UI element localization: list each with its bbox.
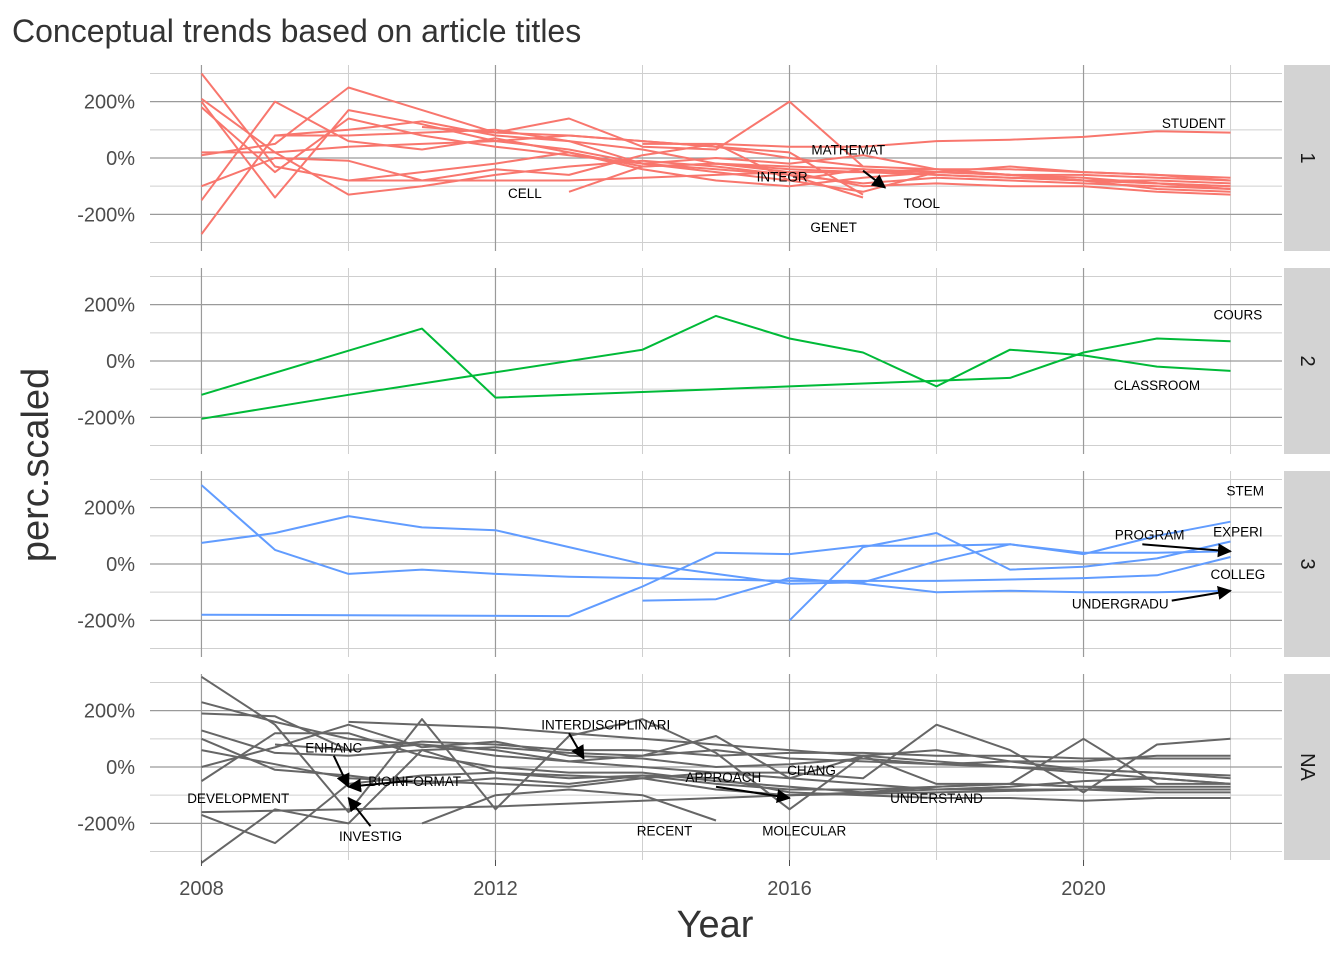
series-line xyxy=(201,723,1231,780)
y-tick-label: 0% xyxy=(106,554,135,576)
series-line xyxy=(201,142,1231,193)
facet-strip-1 xyxy=(1284,65,1330,251)
y-tick-label: 0% xyxy=(106,148,135,170)
series-line xyxy=(274,735,1231,780)
annotation-label: BIOINFORMAT xyxy=(368,774,461,789)
series-line xyxy=(201,749,1231,797)
annotation-label: CELL xyxy=(508,186,542,201)
annotation-label: MOLECULAR xyxy=(762,823,846,838)
series-line xyxy=(642,130,1231,148)
series-line xyxy=(348,168,1231,182)
y-tick-label: 200% xyxy=(84,92,135,114)
annotation-label: COURS xyxy=(1214,308,1263,323)
series-line xyxy=(200,97,1231,196)
series-line xyxy=(201,86,1231,188)
annotation-label: GENET xyxy=(810,220,857,235)
annotation-label: ENHANC xyxy=(305,740,362,755)
x-tick-label: 2012 xyxy=(473,878,518,900)
annotation-label: CLASSROOM xyxy=(1114,378,1200,393)
series-line xyxy=(568,162,1231,193)
series-line xyxy=(275,128,864,199)
annotation-label: EXPERI xyxy=(1213,525,1263,540)
facet-panel-NA: 200% 0% -200% NA INTERDISCIPLINARI ENHANC BIOI… xyxy=(77,674,1330,864)
series-line xyxy=(421,126,864,168)
y-tick-label: 200% xyxy=(84,498,135,520)
facet-strip-2 xyxy=(1284,268,1330,454)
y-tick-label: -200% xyxy=(77,204,135,226)
facet-strip-3 xyxy=(1284,471,1330,657)
facet-panels: 200% 0% -200% 1 STUDENT MATHEMAT CELL INTEGR TOO… xyxy=(77,65,1330,864)
y-tick-label: 0% xyxy=(106,757,135,779)
y-tick-label: -200% xyxy=(77,813,135,835)
series-line xyxy=(348,720,1231,785)
annotation-arrow xyxy=(1171,585,1232,602)
annotation-label: INTEGR xyxy=(757,169,808,184)
series-line xyxy=(642,577,1231,602)
facet-strip-label: 2 xyxy=(1296,355,1318,366)
annotation-label: MATHEMAT xyxy=(811,143,885,158)
series-line xyxy=(201,327,1231,399)
annotation-arrow xyxy=(1142,543,1232,558)
annotation-label: INVESTIG xyxy=(339,829,402,844)
series-line xyxy=(421,788,717,825)
y-axis-title: perc.scaled xyxy=(15,368,57,562)
annotation-label: COLLEG xyxy=(1211,567,1266,582)
annotation-label: UNDERSTAND xyxy=(890,791,983,806)
y-tick-label: 200% xyxy=(84,295,135,317)
annotation-label: RECENT xyxy=(637,823,693,838)
y-tick-label: -200% xyxy=(77,407,135,429)
y-tick-label: 0% xyxy=(106,351,135,373)
facet-strip-label: NA xyxy=(1296,753,1318,781)
annotation-arrow xyxy=(332,755,350,788)
annotation-arrow xyxy=(568,732,585,760)
annotation-label: UNDERGRADU xyxy=(1072,596,1169,611)
series-line xyxy=(201,520,1231,618)
x-axis-title: Year xyxy=(677,904,754,946)
annotation-label: CHANG xyxy=(787,763,836,778)
facet-panel-3: 200% 0% -200% 3 STEM PROGRAM EXPERI COLLEG UNDER… xyxy=(77,471,1330,657)
annotation-label: INTERDISCIPLINARI xyxy=(541,718,670,733)
chart-title: Conceptual trends based on article title… xyxy=(12,13,581,49)
facet-strip-NA xyxy=(1284,674,1330,860)
annotation-arrow xyxy=(862,169,887,189)
series-line xyxy=(201,771,1231,845)
annotation-label: APPROACH xyxy=(685,770,761,785)
x-axis: 2008 2012 2016 2020 xyxy=(179,860,1106,900)
series-line xyxy=(200,484,1231,582)
series-line xyxy=(788,532,1231,622)
series-line xyxy=(201,729,1231,777)
series-line xyxy=(201,314,1231,420)
annotation-label: STEM xyxy=(1226,484,1264,499)
annotation-label: DEVELOPMENT xyxy=(187,791,289,806)
series-line xyxy=(201,134,864,196)
annotation-label: PROGRAM xyxy=(1115,527,1185,542)
x-tick-label: 2008 xyxy=(179,878,224,900)
facet-panel-1: 200% 0% -200% 1 STUDENT MATHEMAT CELL INTEGR TOO… xyxy=(77,65,1330,251)
x-tick-label: 2016 xyxy=(767,878,812,900)
facet-panel-2: 200% 0% -200% 2 COURS CLASSROOM xyxy=(77,268,1330,454)
annotation-arrow xyxy=(347,796,372,827)
y-tick-label: 200% xyxy=(84,701,135,723)
annotation-label: TOOL xyxy=(904,196,941,211)
y-tick-label: -200% xyxy=(77,610,135,632)
series-line xyxy=(200,106,1231,190)
annotation-arrow xyxy=(347,778,408,793)
annotation-arrow xyxy=(715,785,791,804)
series-line xyxy=(201,788,1231,814)
facet-strip-label: 1 xyxy=(1296,152,1318,163)
facet-strip-label: 3 xyxy=(1296,558,1318,569)
x-tick-label: 2020 xyxy=(1061,878,1106,900)
annotation-label: STUDENT xyxy=(1162,116,1226,131)
